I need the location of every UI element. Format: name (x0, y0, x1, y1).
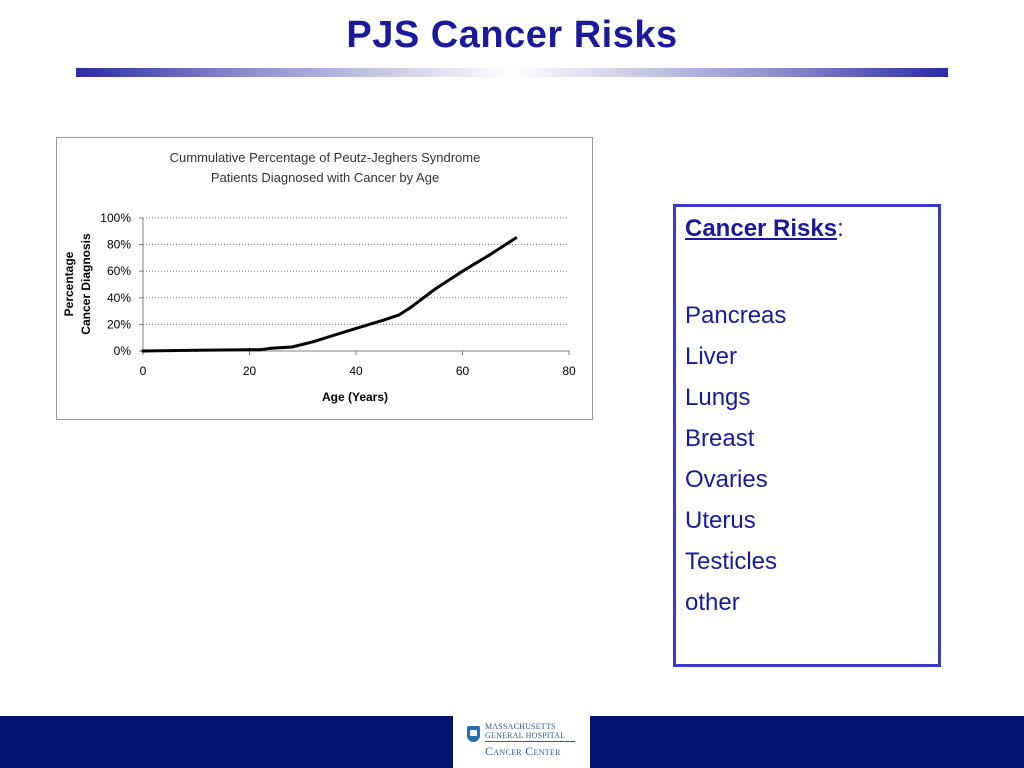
cancer-risks-heading-colon: : (837, 215, 844, 242)
chart-panel: Cummulative Percentage of Peutz-Jeghers … (56, 137, 593, 420)
series-line-0 (141, 236, 518, 353)
y-tick-label-4: 80% (107, 238, 131, 252)
data-point-0-2 (248, 348, 251, 352)
data-point-0-9 (381, 318, 385, 322)
data-point-0-3 (258, 348, 262, 352)
data-point-0-1 (194, 348, 198, 352)
x-axis-label: Age (Years) (322, 390, 388, 404)
shield-icon (467, 726, 480, 742)
line-chart: Cummulative Percentage of Peutz-Jeghers … (62, 150, 576, 404)
x-tick-label-3: 60 (456, 364, 470, 378)
chart-subtitle: Patients Diagnosed with Cancer by Age (211, 170, 439, 185)
title-divider (76, 68, 948, 77)
cancer-risks-heading-text: Cancer Risks (685, 215, 838, 242)
cancer-risks-heading: Cancer Risks: (685, 215, 844, 243)
y-axis-label-line1: Percentage (62, 251, 76, 316)
x-tick-label-0: 0 (140, 364, 147, 378)
data-point-0-4 (269, 346, 273, 350)
y-tick-label-3: 60% (107, 264, 131, 278)
data-point-0-14 (487, 253, 491, 257)
y-axis-label-line2: Cancer Diagnosis (79, 233, 93, 335)
risk-item-lungs: Lungs (685, 384, 751, 411)
risk-item-ovaries: Ovaries (685, 466, 768, 493)
x-tick-label-4: 80 (562, 364, 576, 378)
y-tick-label-1: 20% (107, 317, 131, 331)
y-tick-label-2: 40% (107, 291, 131, 305)
logo-line-cancer-center: Cancer Center (485, 744, 561, 758)
data-point-0-5 (290, 345, 294, 349)
data-point-0-15 (514, 236, 518, 240)
data-point-0-8 (354, 326, 358, 330)
risk-item-testicles: Testicles (685, 548, 778, 575)
data-point-0-0 (141, 349, 145, 353)
risk-item-breast: Breast (685, 425, 755, 452)
chart-title: Cummulative Percentage of Peutz-Jeghers … (170, 150, 481, 165)
cancer-risks-box: Cancer Risks: Pancreas Liver Lungs Breas… (673, 204, 941, 667)
risk-item-liver: Liver (685, 343, 738, 370)
x-tick-label-1: 20 (243, 364, 257, 378)
logo-divider (485, 741, 575, 742)
logo-text-institution: MASSACHUSETTS GENERAL HOSPITAL (485, 722, 565, 740)
risk-item-pancreas: Pancreas (685, 302, 787, 329)
data-point-0-6 (311, 340, 315, 344)
x-tick-label-2: 40 (349, 364, 363, 378)
slide-title: PJS Cancer Risks (346, 14, 678, 56)
risk-item-uterus: Uterus (685, 507, 756, 534)
hospital-logo: MASSACHUSETTS GENERAL HOSPITAL Cancer Ce… (453, 716, 590, 768)
cancer-risks-list: Pancreas Liver Lungs Breast Ovaries Uter… (685, 295, 786, 623)
y-tick-label-5: 100% (100, 211, 131, 225)
data-point-0-12 (434, 286, 438, 290)
data-point-0-11 (407, 306, 411, 310)
data-point-0-13 (461, 269, 464, 273)
y-tick-label-0: 0% (114, 344, 132, 358)
logo-line-general-hospital: GENERAL HOSPITAL (485, 731, 566, 740)
data-point-0-7 (333, 333, 337, 337)
risk-item-other: other (685, 589, 740, 616)
logo-line-massachusetts: MASSACHUSETTS (485, 722, 556, 731)
data-point-0-10 (397, 313, 401, 317)
